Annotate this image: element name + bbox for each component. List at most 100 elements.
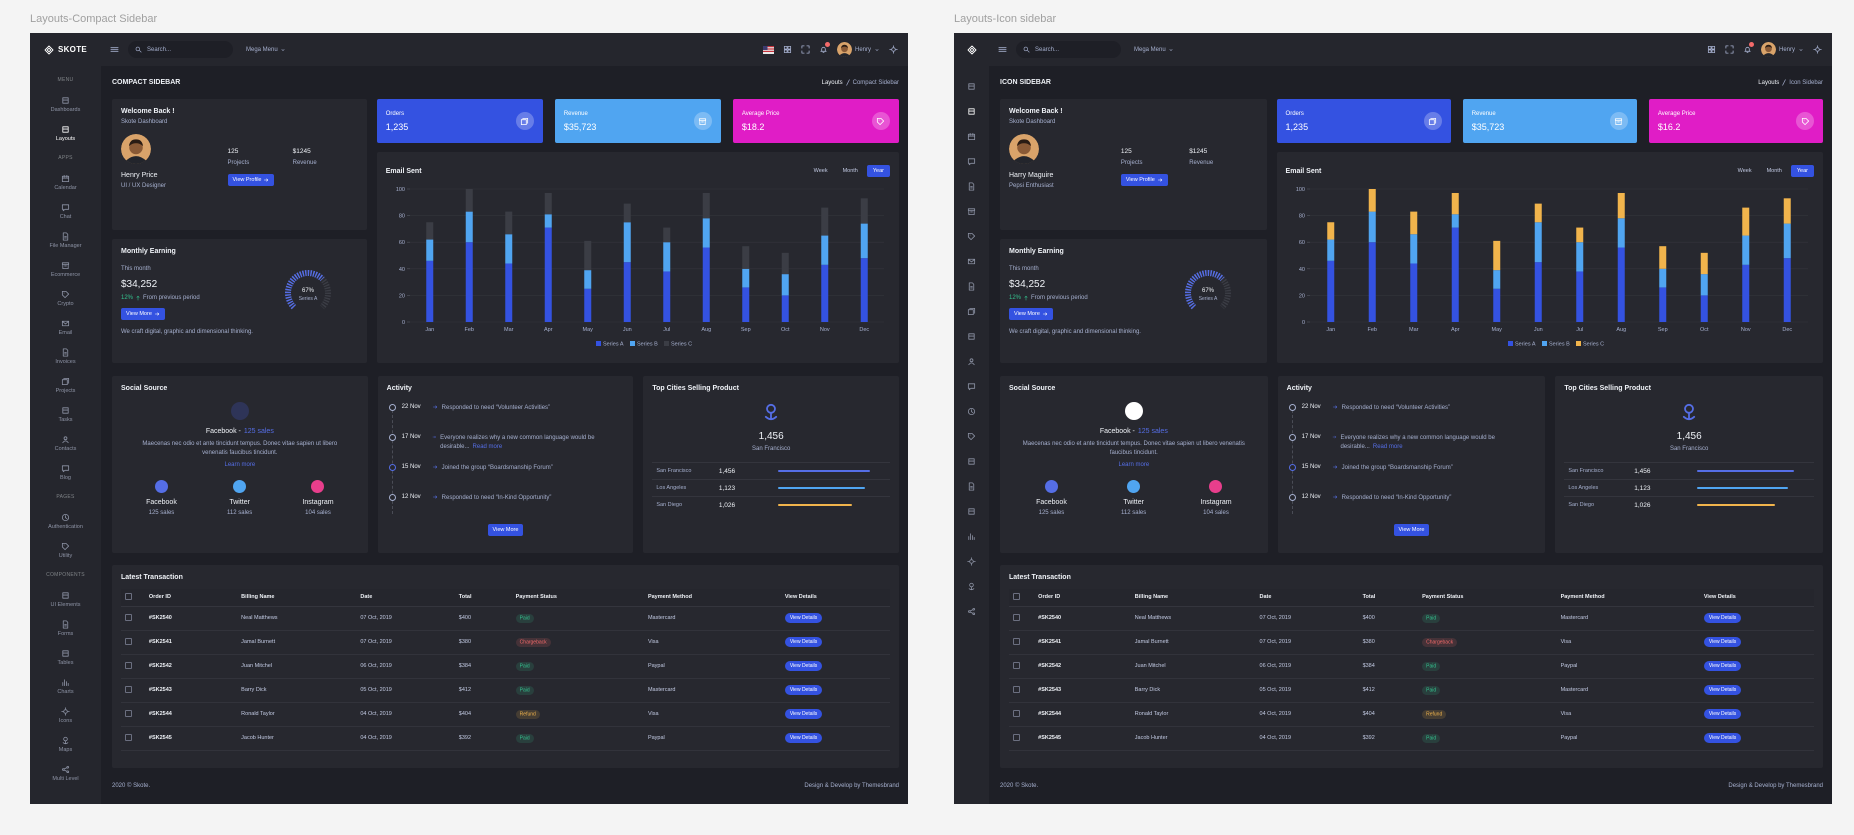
checkbox[interactable] (125, 709, 132, 717)
menu-icon[interactable] (954, 499, 989, 524)
learn-more[interactable]: Learn more (224, 462, 256, 469)
view-details-button[interactable]: View Details (1703, 709, 1742, 719)
breadcrumb-link[interactable]: Layouts (821, 79, 843, 86)
view-details-button[interactable]: View Details (1703, 661, 1742, 671)
menu-item[interactable]: Ecommerce (30, 255, 101, 284)
activity-button[interactable]: View More (1393, 524, 1430, 536)
menu-item[interactable]: Tasks (30, 400, 101, 429)
menu-icon[interactable] (954, 324, 989, 349)
icon[interactable] (998, 45, 1007, 54)
checkbox[interactable] (1013, 709, 1020, 717)
menu-icon[interactable] (954, 424, 989, 449)
brand[interactable]: SKOTE (30, 33, 101, 66)
menu-icon[interactable] (954, 374, 989, 399)
menu-item[interactable]: Maps (30, 730, 101, 759)
menu-item[interactable]: Forms (30, 614, 101, 643)
user-menu[interactable]: Henry (1760, 42, 1804, 57)
menu-icon[interactable] (954, 599, 989, 624)
chart-tab[interactable]: Month (1766, 168, 1782, 174)
social-icon[interactable] (1127, 480, 1141, 494)
mega-menu[interactable]: Mega Menu (246, 47, 286, 53)
icon[interactable] (889, 45, 898, 54)
menu-item[interactable]: Dashboards (30, 90, 101, 119)
social-icon[interactable] (1209, 480, 1223, 494)
activity-button[interactable]: View More (487, 524, 524, 536)
checkbox[interactable] (1013, 733, 1020, 741)
notifications[interactable] (1743, 42, 1754, 54)
icon[interactable] (1707, 45, 1716, 54)
menu-icon[interactable] (954, 574, 989, 599)
menu-item[interactable]: Multi Level (30, 759, 101, 788)
checkbox[interactable] (125, 592, 132, 600)
menu-icon[interactable] (954, 549, 989, 574)
icon[interactable] (801, 45, 810, 54)
menu-icon[interactable] (954, 349, 989, 374)
checkbox[interactable] (125, 637, 132, 645)
view-details-button[interactable]: View Details (784, 637, 823, 647)
view-more-button[interactable]: View More (121, 307, 165, 320)
social-icon[interactable] (154, 480, 168, 494)
brand[interactable] (954, 33, 989, 66)
view-details-button[interactable]: View Details (784, 613, 823, 623)
menu-item[interactable]: Blog (30, 458, 101, 487)
view-profile-button[interactable]: View Profile (227, 174, 275, 186)
menu-icon[interactable] (954, 224, 989, 249)
view-details-button[interactable]: View Details (1703, 637, 1742, 647)
menu-item[interactable]: Chat (30, 197, 101, 226)
view-details-button[interactable]: View Details (1703, 733, 1742, 743)
menu-item[interactable]: Crypto (30, 284, 101, 313)
menu-icon[interactable] (954, 199, 989, 224)
view-details-button[interactable]: View Details (784, 709, 823, 719)
breadcrumb-link[interactable]: Layouts (1758, 79, 1780, 86)
social-icon[interactable] (1044, 480, 1058, 494)
learn-more[interactable]: Learn more (1118, 462, 1150, 469)
flag[interactable] (762, 45, 774, 54)
menu-icon[interactable] (954, 274, 989, 299)
icon[interactable] (1813, 45, 1822, 54)
menu-icon[interactable] (954, 449, 989, 474)
icon[interactable] (1725, 45, 1734, 54)
menu-icon[interactable] (954, 124, 989, 149)
menu-icon[interactable] (954, 299, 989, 324)
menu-item[interactable]: Invoices (30, 342, 101, 371)
menu-item[interactable]: Calendar (30, 168, 101, 197)
read-more[interactable]: Read more (1372, 443, 1403, 450)
menu-icon[interactable] (954, 174, 989, 199)
checkbox[interactable] (1013, 592, 1020, 600)
menu-item[interactable]: Contacts (30, 429, 101, 458)
view-details-button[interactable]: View Details (1703, 613, 1742, 623)
checkbox[interactable] (125, 613, 132, 621)
menu-icon[interactable] (954, 74, 989, 99)
menu-item[interactable]: Tables (30, 643, 101, 672)
view-details-button[interactable]: View Details (784, 733, 823, 743)
checkbox[interactable] (125, 661, 132, 669)
chart-tab[interactable]: Year (1790, 165, 1814, 177)
chart-tab[interactable]: Year (866, 165, 890, 177)
menu-item[interactable]: Icons (30, 701, 101, 730)
menu-item[interactable]: Utility (30, 536, 101, 565)
menu-item[interactable]: UI Elements (30, 585, 101, 614)
search-box[interactable]: Search... (128, 41, 233, 58)
menu-icon[interactable] (954, 149, 989, 174)
menu-item[interactable]: Authentication (30, 507, 101, 536)
checkbox[interactable] (1013, 613, 1020, 621)
menu-item[interactable]: File Manager (30, 226, 101, 255)
chart-tab[interactable]: Week (1737, 168, 1752, 174)
social-icon[interactable] (311, 480, 325, 494)
read-more[interactable]: Read more (472, 443, 503, 450)
mega-menu[interactable]: Mega Menu (1134, 47, 1174, 53)
view-details-button[interactable]: View Details (1703, 685, 1742, 695)
checkbox[interactable] (1013, 661, 1020, 669)
view-more-button[interactable]: View More (1009, 307, 1053, 320)
checkbox[interactable] (125, 685, 132, 693)
view-profile-button[interactable]: View Profile (1120, 174, 1168, 186)
menu-icon[interactable] (954, 249, 989, 274)
chart-tab[interactable]: Week (813, 168, 828, 174)
view-details-button[interactable]: View Details (784, 661, 823, 671)
menu-icon[interactable] (954, 99, 989, 124)
notifications[interactable] (819, 42, 830, 54)
menu-item[interactable]: Layouts (30, 119, 101, 148)
view-details-button[interactable]: View Details (784, 685, 823, 695)
menu-icon[interactable] (954, 524, 989, 549)
menu-item[interactable]: Email (30, 313, 101, 342)
